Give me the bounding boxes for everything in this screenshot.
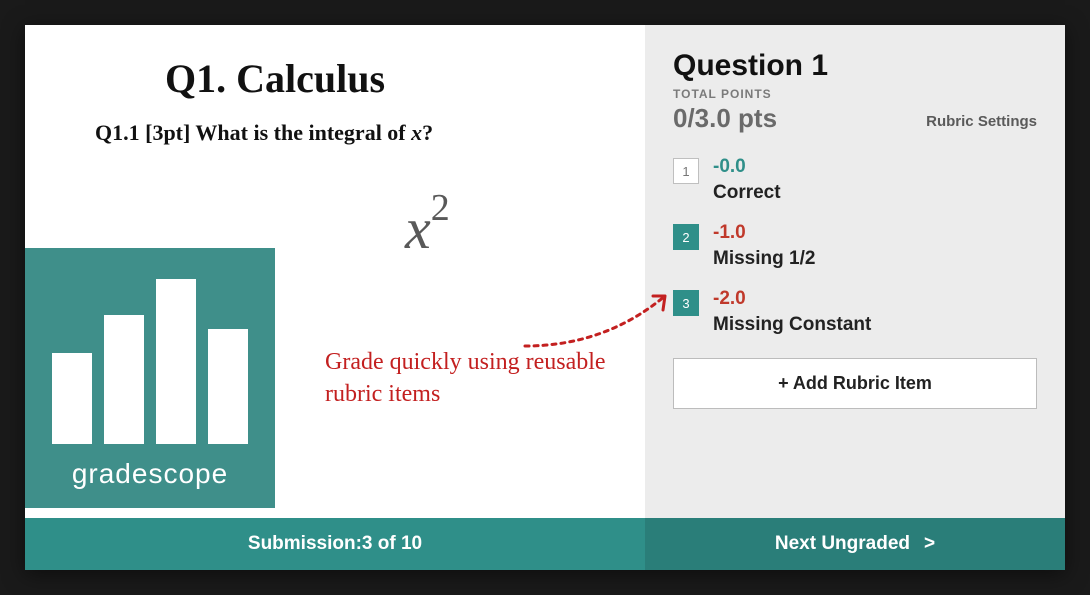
main-area: Q1. Calculus Q1.1 [3pt] What is the inte…	[25, 25, 1065, 518]
rubric-item[interactable]: 3 -2.0 Missing Constant	[673, 288, 1037, 336]
rubric-desc: Correct	[713, 182, 781, 204]
points-row: 0/3.0 pts Rubric Settings	[673, 103, 1037, 134]
rubric-panel: Question 1 TOTAL POINTS 0/3.0 pts Rubric…	[645, 25, 1065, 518]
footer-bar: Submission:3 of 10 Next Ungraded >	[25, 518, 1065, 570]
logo-bar	[208, 329, 248, 445]
rubric-key[interactable]: 3	[673, 290, 699, 316]
logo-bar	[104, 315, 144, 444]
rubric-item-text: -0.0 Correct	[713, 156, 781, 204]
rubric-points: -1.0	[713, 222, 815, 244]
question-subheading: Q1.1 [3pt] What is the integral of x?	[95, 120, 625, 146]
submission-status: Submission:3 of 10	[25, 518, 645, 570]
rubric-item[interactable]: 2 -1.0 Missing 1/2	[673, 222, 1037, 270]
total-points-label: TOTAL POINTS	[673, 87, 1037, 101]
grading-window: Q1. Calculus Q1.1 [3pt] What is the inte…	[25, 25, 1065, 570]
answer-exponent: 2	[431, 187, 450, 229]
rubric-key[interactable]: 2	[673, 224, 699, 250]
question-heading: Q1. Calculus	[165, 55, 625, 102]
chevron-right-icon: >	[924, 533, 935, 555]
rubric-item-text: -2.0 Missing Constant	[713, 288, 871, 336]
add-rubric-button[interactable]: + Add Rubric Item	[673, 358, 1037, 409]
annotation-text: Grade quickly using reusable rubric item…	[325, 346, 625, 411]
rubric-settings-link[interactable]: Rubric Settings	[926, 113, 1037, 134]
rubric-points: -0.0	[713, 156, 781, 178]
rubric-item-text: -1.0 Missing 1/2	[713, 222, 815, 270]
rubric-question-title: Question 1	[673, 49, 1037, 83]
rubric-key[interactable]: 1	[673, 158, 699, 184]
question-subheading-text: Q1.1 [3pt] What is the integral of	[95, 120, 411, 145]
rubric-desc: Missing 1/2	[713, 248, 815, 270]
logo-label: gradescope	[72, 458, 228, 490]
question-pane: Q1. Calculus Q1.1 [3pt] What is the inte…	[25, 25, 645, 518]
logo-bar	[52, 353, 92, 444]
logo-bars-icon	[52, 279, 248, 444]
question-variable: x	[411, 120, 422, 145]
answer-area: gradescope x2 Grade quickly using reusab…	[65, 156, 625, 508]
next-ungraded-label: Next Ungraded	[775, 533, 910, 555]
question-subheading-suffix: ?	[422, 120, 433, 145]
points-value: 0/3.0 pts	[673, 103, 777, 134]
next-ungraded-button[interactable]: Next Ungraded >	[645, 518, 1065, 570]
rubric-list: 1 -0.0 Correct 2 -1.0 Missing 1/2 3	[673, 156, 1037, 336]
gradescope-logo: gradescope	[25, 248, 275, 508]
rubric-desc: Missing Constant	[713, 314, 871, 336]
answer-base: x	[405, 196, 431, 261]
student-answer: x2	[405, 186, 450, 262]
rubric-item[interactable]: 1 -0.0 Correct	[673, 156, 1037, 204]
rubric-points: -2.0	[713, 288, 871, 310]
logo-bar	[156, 279, 196, 444]
